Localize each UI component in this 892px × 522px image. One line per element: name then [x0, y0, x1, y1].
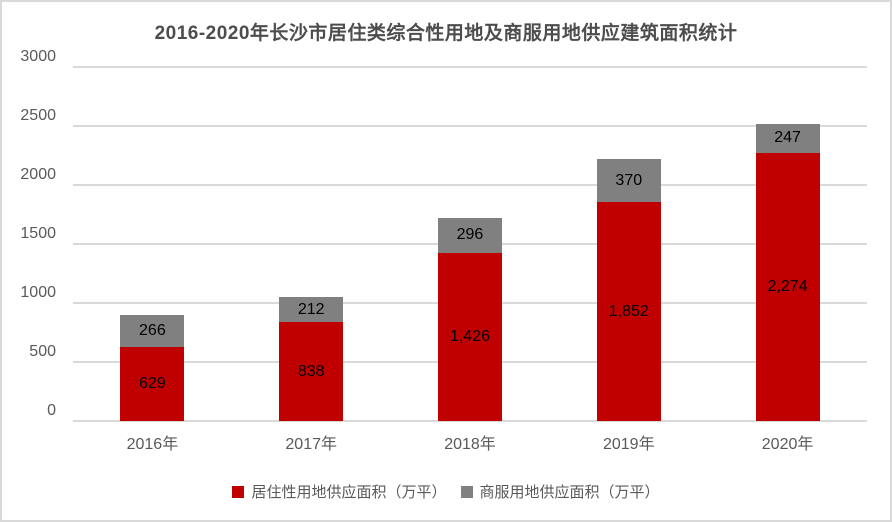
bar-segment-commercial-2017年: 212 — [279, 297, 344, 323]
bar-value-label: 370 — [615, 171, 643, 189]
bar-value-label: 247 — [774, 129, 801, 147]
x-axis-tick-label-2016年: 2016年 — [126, 436, 179, 453]
bar-segment-residential-2016年: 629 — [120, 346, 185, 421]
bar-segment-commercial-2020年: 247 — [755, 123, 820, 153]
gridline-0 — [73, 420, 867, 422]
x-axis-tick-label-2017年: 2017年 — [285, 436, 337, 453]
plot-area: 266 629 212 838 296 1,426 370 1,852 247 2,274 — [73, 66, 867, 422]
bar-column-2020年: 247 2,274 — [708, 67, 867, 421]
legend: 居住性用地供应面积（万平） 商服用地供应面积（万平） — [2, 481, 890, 502]
bar-segment-residential-2017年: 838 — [279, 322, 344, 421]
bar-segment-commercial-2019年: 370 — [596, 158, 661, 203]
x-axis-tick-label-2019年: 2019年 — [602, 436, 655, 453]
y-axis-tick-label: 500 — [29, 343, 56, 361]
x-axis-tick-label-2020年: 2020年 — [761, 436, 814, 453]
y-axis-tick-label: 2500 — [20, 107, 56, 124]
bar-segment-residential-2018年: 1,426 — [437, 252, 502, 421]
gridline-2500 — [73, 125, 867, 127]
x-axis: 2016年 2017年 2018年 2019年 2020年 — [73, 430, 867, 454]
bar-value-label: 629 — [139, 374, 166, 392]
legend-label: 商服用地供应面积（万平） — [479, 484, 660, 501]
legend-item-commercial: 商服用地供应面积（万平） — [460, 481, 660, 502]
bar-value-label: 296 — [456, 226, 484, 244]
bar-value-label: 2,274 — [767, 277, 808, 295]
bar-segment-residential-2020年: 2,274 — [755, 152, 820, 421]
bar-segment-residential-2019年: 1,852 — [596, 202, 661, 421]
legend-label: 居住性用地供应面积（万平） — [251, 484, 447, 501]
y-axis-tick-label: 2000 — [20, 166, 56, 184]
gridline-3000 — [73, 66, 867, 68]
y-axis-tick-label: 1500 — [20, 225, 56, 242]
bar-column-2018年: 296 1,426 — [391, 67, 550, 421]
bar-segment-commercial-2018年: 296 — [437, 217, 502, 253]
bar-segment-commercial-2016年: 266 — [120, 315, 185, 347]
y-axis-tick-label: 1000 — [20, 284, 56, 302]
bar-value-label: 1,426 — [449, 327, 490, 345]
bar-value-label: 212 — [297, 300, 325, 318]
y-axis-tick-label: 3000 — [20, 48, 56, 65]
bar-column-2017年: 212 838 — [232, 67, 391, 421]
bar-value-label: 1,852 — [608, 302, 649, 320]
legend-swatch-icon — [460, 485, 473, 498]
gridline-2000 — [73, 184, 867, 186]
chart-title: 2016-2020年长沙市居住类综合性用地及商服用地供应建筑面积统计 — [154, 23, 738, 44]
bar-column-2019年: 370 1,852 — [549, 67, 708, 421]
y-axis-tick-label: 0 — [47, 402, 56, 419]
bar-value-label: 266 — [139, 322, 166, 340]
legend-item-residential: 居住性用地供应面积（万平） — [232, 481, 447, 502]
bar-value-label: 838 — [297, 362, 325, 380]
x-axis-tick-label-2018年: 2018年 — [444, 436, 496, 453]
bar-column-2016年: 266 629 — [73, 67, 232, 421]
y-axis: 0 500 1000 1500 2000 2500 3000 — [2, 48, 64, 421]
legend-swatch-icon — [232, 485, 245, 498]
